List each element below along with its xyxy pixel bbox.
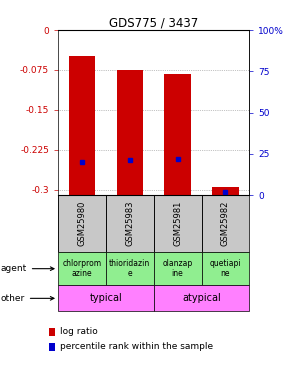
Text: chlorprom
azine: chlorprom azine [62, 259, 102, 278]
Text: agent: agent [1, 264, 54, 273]
Bar [58, 285, 154, 311]
Bar [58, 252, 106, 285]
Bar [202, 195, 249, 252]
Text: thioridazin
e: thioridazin e [109, 259, 151, 278]
Bar [202, 252, 249, 285]
Bar [117, 70, 143, 195]
Bar [106, 195, 154, 252]
Text: olanzap
ine: olanzap ine [162, 259, 193, 278]
Text: atypical: atypical [182, 293, 221, 303]
Bar [58, 195, 106, 252]
Text: GSM25983: GSM25983 [125, 201, 134, 246]
Text: log ratio: log ratio [60, 327, 98, 336]
Bar [69, 56, 95, 195]
Text: GSM25981: GSM25981 [173, 201, 182, 246]
Title: GDS775 / 3437: GDS775 / 3437 [109, 17, 198, 30]
Bar [164, 74, 191, 195]
Bar [154, 285, 249, 311]
Bar [212, 187, 239, 195]
Bar [106, 252, 154, 285]
Text: other: other [1, 294, 54, 303]
Text: quetiapi
ne: quetiapi ne [210, 259, 241, 278]
Text: GSM25982: GSM25982 [221, 201, 230, 246]
Bar [154, 252, 202, 285]
Text: GSM25980: GSM25980 [77, 201, 86, 246]
Text: percentile rank within the sample: percentile rank within the sample [60, 342, 213, 351]
Bar [154, 195, 202, 252]
Text: typical: typical [90, 293, 122, 303]
